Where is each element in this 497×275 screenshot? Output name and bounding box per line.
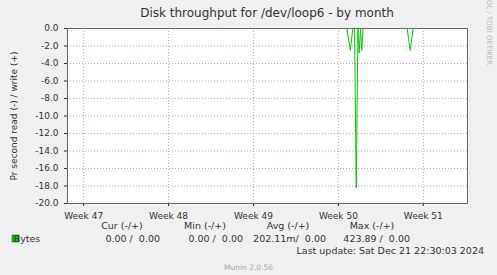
svg-text:Cur (-/+): Cur (-/+) xyxy=(101,220,143,231)
svg-text:Min (-/+): Min (-/+) xyxy=(184,220,226,231)
svg-text:Last update: Sat Dec 21 22:30:: Last update: Sat Dec 21 22:30:03 2024 xyxy=(297,245,484,256)
svg-text:RRDTOOL / TOBI OETIKER: RRDTOOL / TOBI OETIKER xyxy=(485,0,493,65)
svg-text:-16.0: -16.0 xyxy=(35,163,59,173)
svg-text:0.00 / 0.00: 0.00 / 0.00 xyxy=(188,233,243,244)
svg-text:-8.0: -8.0 xyxy=(41,93,59,103)
svg-text:202.11m/ 0.00: 202.11m/ 0.00 xyxy=(253,233,326,244)
svg-text:-12.0: -12.0 xyxy=(35,128,59,138)
svg-text:Week 51: Week 51 xyxy=(404,211,443,221)
svg-text:-4.0: -4.0 xyxy=(41,58,59,68)
svg-text:-2.0: -2.0 xyxy=(41,41,59,51)
svg-text:Week 49: Week 49 xyxy=(234,210,273,221)
svg-text:-20.0: -20.0 xyxy=(35,198,59,208)
svg-text:Munin 2.0.56: Munin 2.0.56 xyxy=(224,263,273,272)
svg-text:Week 48: Week 48 xyxy=(149,211,188,221)
svg-text:-6.0: -6.0 xyxy=(41,76,59,86)
svg-text:-18.0: -18.0 xyxy=(35,181,59,191)
svg-text:423.89 / 0.00: 423.89 / 0.00 xyxy=(343,233,410,244)
svg-text:Avg (-/+): Avg (-/+) xyxy=(267,220,310,231)
svg-text:Week 50: Week 50 xyxy=(318,210,358,221)
svg-text:0.0: 0.0 xyxy=(44,23,59,33)
svg-text:-10.0: -10.0 xyxy=(35,111,59,121)
svg-text:Max (-/+): Max (-/+) xyxy=(350,220,395,231)
svg-text:Bytes: Bytes xyxy=(14,233,41,244)
svg-text:Disk throughput for /dev/loop6: Disk throughput for /dev/loop6 - by mont… xyxy=(140,6,394,20)
svg-text:Pr second read (-) / write (+): Pr second read (-) / write (+) xyxy=(9,52,19,181)
svg-text:Week 47: Week 47 xyxy=(64,211,103,221)
svg-text:0.00 / 0.00: 0.00 / 0.00 xyxy=(105,233,160,244)
svg-text:-14.0: -14.0 xyxy=(35,146,59,156)
